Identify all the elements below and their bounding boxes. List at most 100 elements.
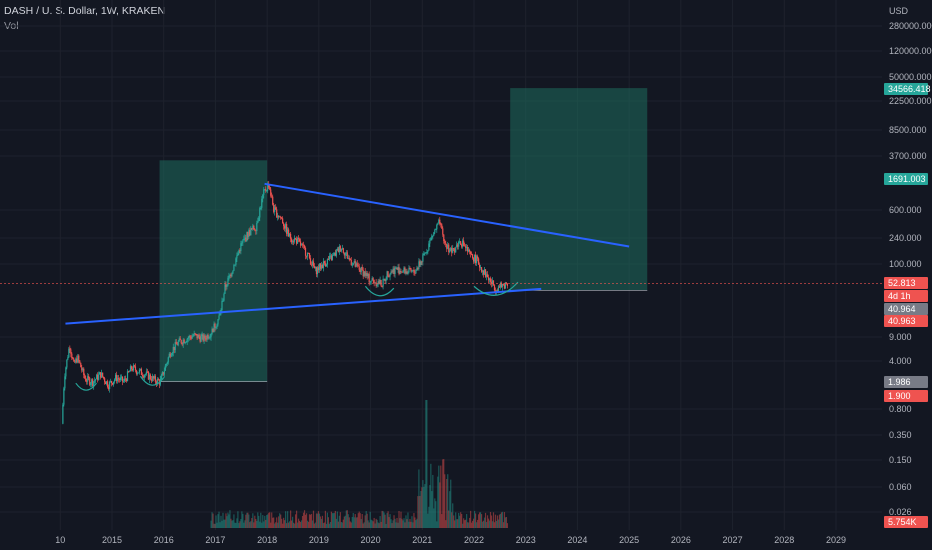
- price-tag-label: 1.986: [888, 377, 911, 387]
- volume-bar: [449, 491, 451, 528]
- candle-body: [111, 383, 114, 385]
- volume-bar: [487, 518, 490, 528]
- time-tick-label: 2028: [774, 535, 794, 545]
- volume-bar: [346, 510, 348, 528]
- candle-body: [207, 334, 209, 339]
- candle-body: [426, 252, 428, 253]
- candle-body: [119, 377, 122, 381]
- volume-bar: [211, 512, 213, 528]
- candle-body: [416, 267, 418, 271]
- candle-body: [162, 372, 164, 375]
- volume-bar: [327, 517, 330, 528]
- candle-body: [265, 189, 267, 191]
- candle-body: [86, 381, 88, 383]
- volume-bar: [229, 510, 231, 528]
- volume-bar: [236, 518, 238, 528]
- volume-bar: [471, 522, 473, 528]
- volume-bar: [419, 495, 421, 528]
- time-tick-label: 2026: [671, 535, 691, 545]
- candle-body: [478, 264, 481, 268]
- price-tag-box: [884, 376, 928, 388]
- volume-bar: [467, 522, 469, 528]
- volume-bar: [262, 515, 264, 528]
- volume-bar: [349, 521, 351, 528]
- volume-bar: [464, 520, 466, 528]
- candle-body: [132, 365, 135, 371]
- candle-body: [303, 245, 306, 248]
- candle-body: [186, 338, 188, 343]
- candle-body: [450, 247, 452, 251]
- candle-body: [148, 374, 150, 380]
- candle-body: [381, 286, 383, 287]
- volume-bar: [358, 511, 360, 528]
- candle-body: [146, 371, 149, 373]
- candle-body: [134, 366, 137, 371]
- candle-body: [192, 335, 194, 337]
- price-tick-label: 9.000: [889, 332, 912, 342]
- candle-body: [385, 279, 387, 281]
- candle-body: [384, 278, 386, 281]
- volume-bar: [226, 516, 228, 528]
- candle-body: [366, 273, 368, 276]
- candle-body: [333, 252, 335, 255]
- volume-bar: [357, 513, 359, 528]
- price-tick-label: 0.026: [889, 507, 912, 517]
- candle-body: [358, 266, 360, 270]
- volume-bar: [338, 515, 340, 528]
- candle-body: [163, 370, 165, 375]
- candle-body: [93, 381, 95, 387]
- volume-bar: [412, 522, 414, 528]
- volume-bar: [491, 521, 494, 528]
- candle-body: [373, 280, 375, 283]
- volume-bar: [287, 511, 289, 528]
- volume-bar: [231, 520, 233, 528]
- time-tick-label: 2020: [361, 535, 381, 545]
- candle-body: [183, 339, 185, 344]
- price-tag-box: [884, 83, 928, 95]
- candle-body: [505, 282, 508, 284]
- volume-bar: [377, 522, 379, 528]
- candle-body: [429, 240, 431, 244]
- volume-bar: [319, 516, 322, 528]
- candle-body: [466, 246, 468, 248]
- price-tag-label: 40.964: [888, 304, 916, 314]
- candle-body: [374, 282, 376, 284]
- candle-body: [180, 339, 182, 344]
- candle-body: [190, 337, 192, 339]
- time-tick-label: 2016: [154, 535, 174, 545]
- candle-body: [90, 383, 92, 385]
- volume-bar: [450, 479, 452, 528]
- volume-bar: [489, 512, 492, 528]
- support-trendline: [65, 287, 542, 325]
- volume-bar: [490, 515, 493, 528]
- candle-body: [394, 267, 396, 274]
- candle-body: [440, 224, 442, 225]
- candle-body: [473, 258, 475, 262]
- candle-body: [274, 207, 276, 212]
- volume-bar: [289, 521, 291, 528]
- volume-bar: [473, 510, 476, 528]
- volume-bar: [403, 518, 405, 528]
- candle-body: [91, 379, 93, 384]
- volume-bar: [303, 510, 306, 528]
- volume-bar: [411, 516, 413, 528]
- candle-body: [419, 261, 421, 266]
- candle-body: [164, 365, 166, 371]
- candle-body: [461, 244, 463, 247]
- candle-body: [278, 216, 280, 218]
- volume-bar: [427, 513, 429, 528]
- bottom-arc-2: [139, 375, 165, 386]
- volume-bar: [240, 519, 242, 528]
- candle-body: [131, 368, 134, 371]
- candle-body: [195, 333, 197, 335]
- volume-bar: [441, 514, 443, 528]
- candle-body: [368, 273, 370, 283]
- volume-bar: [247, 512, 249, 528]
- candle-body: [482, 270, 485, 275]
- price-tick-label: 0.060: [889, 482, 912, 492]
- volume-bar: [325, 523, 328, 528]
- candle-body: [490, 281, 493, 284]
- candle-body: [298, 239, 301, 242]
- candles: [62, 181, 509, 425]
